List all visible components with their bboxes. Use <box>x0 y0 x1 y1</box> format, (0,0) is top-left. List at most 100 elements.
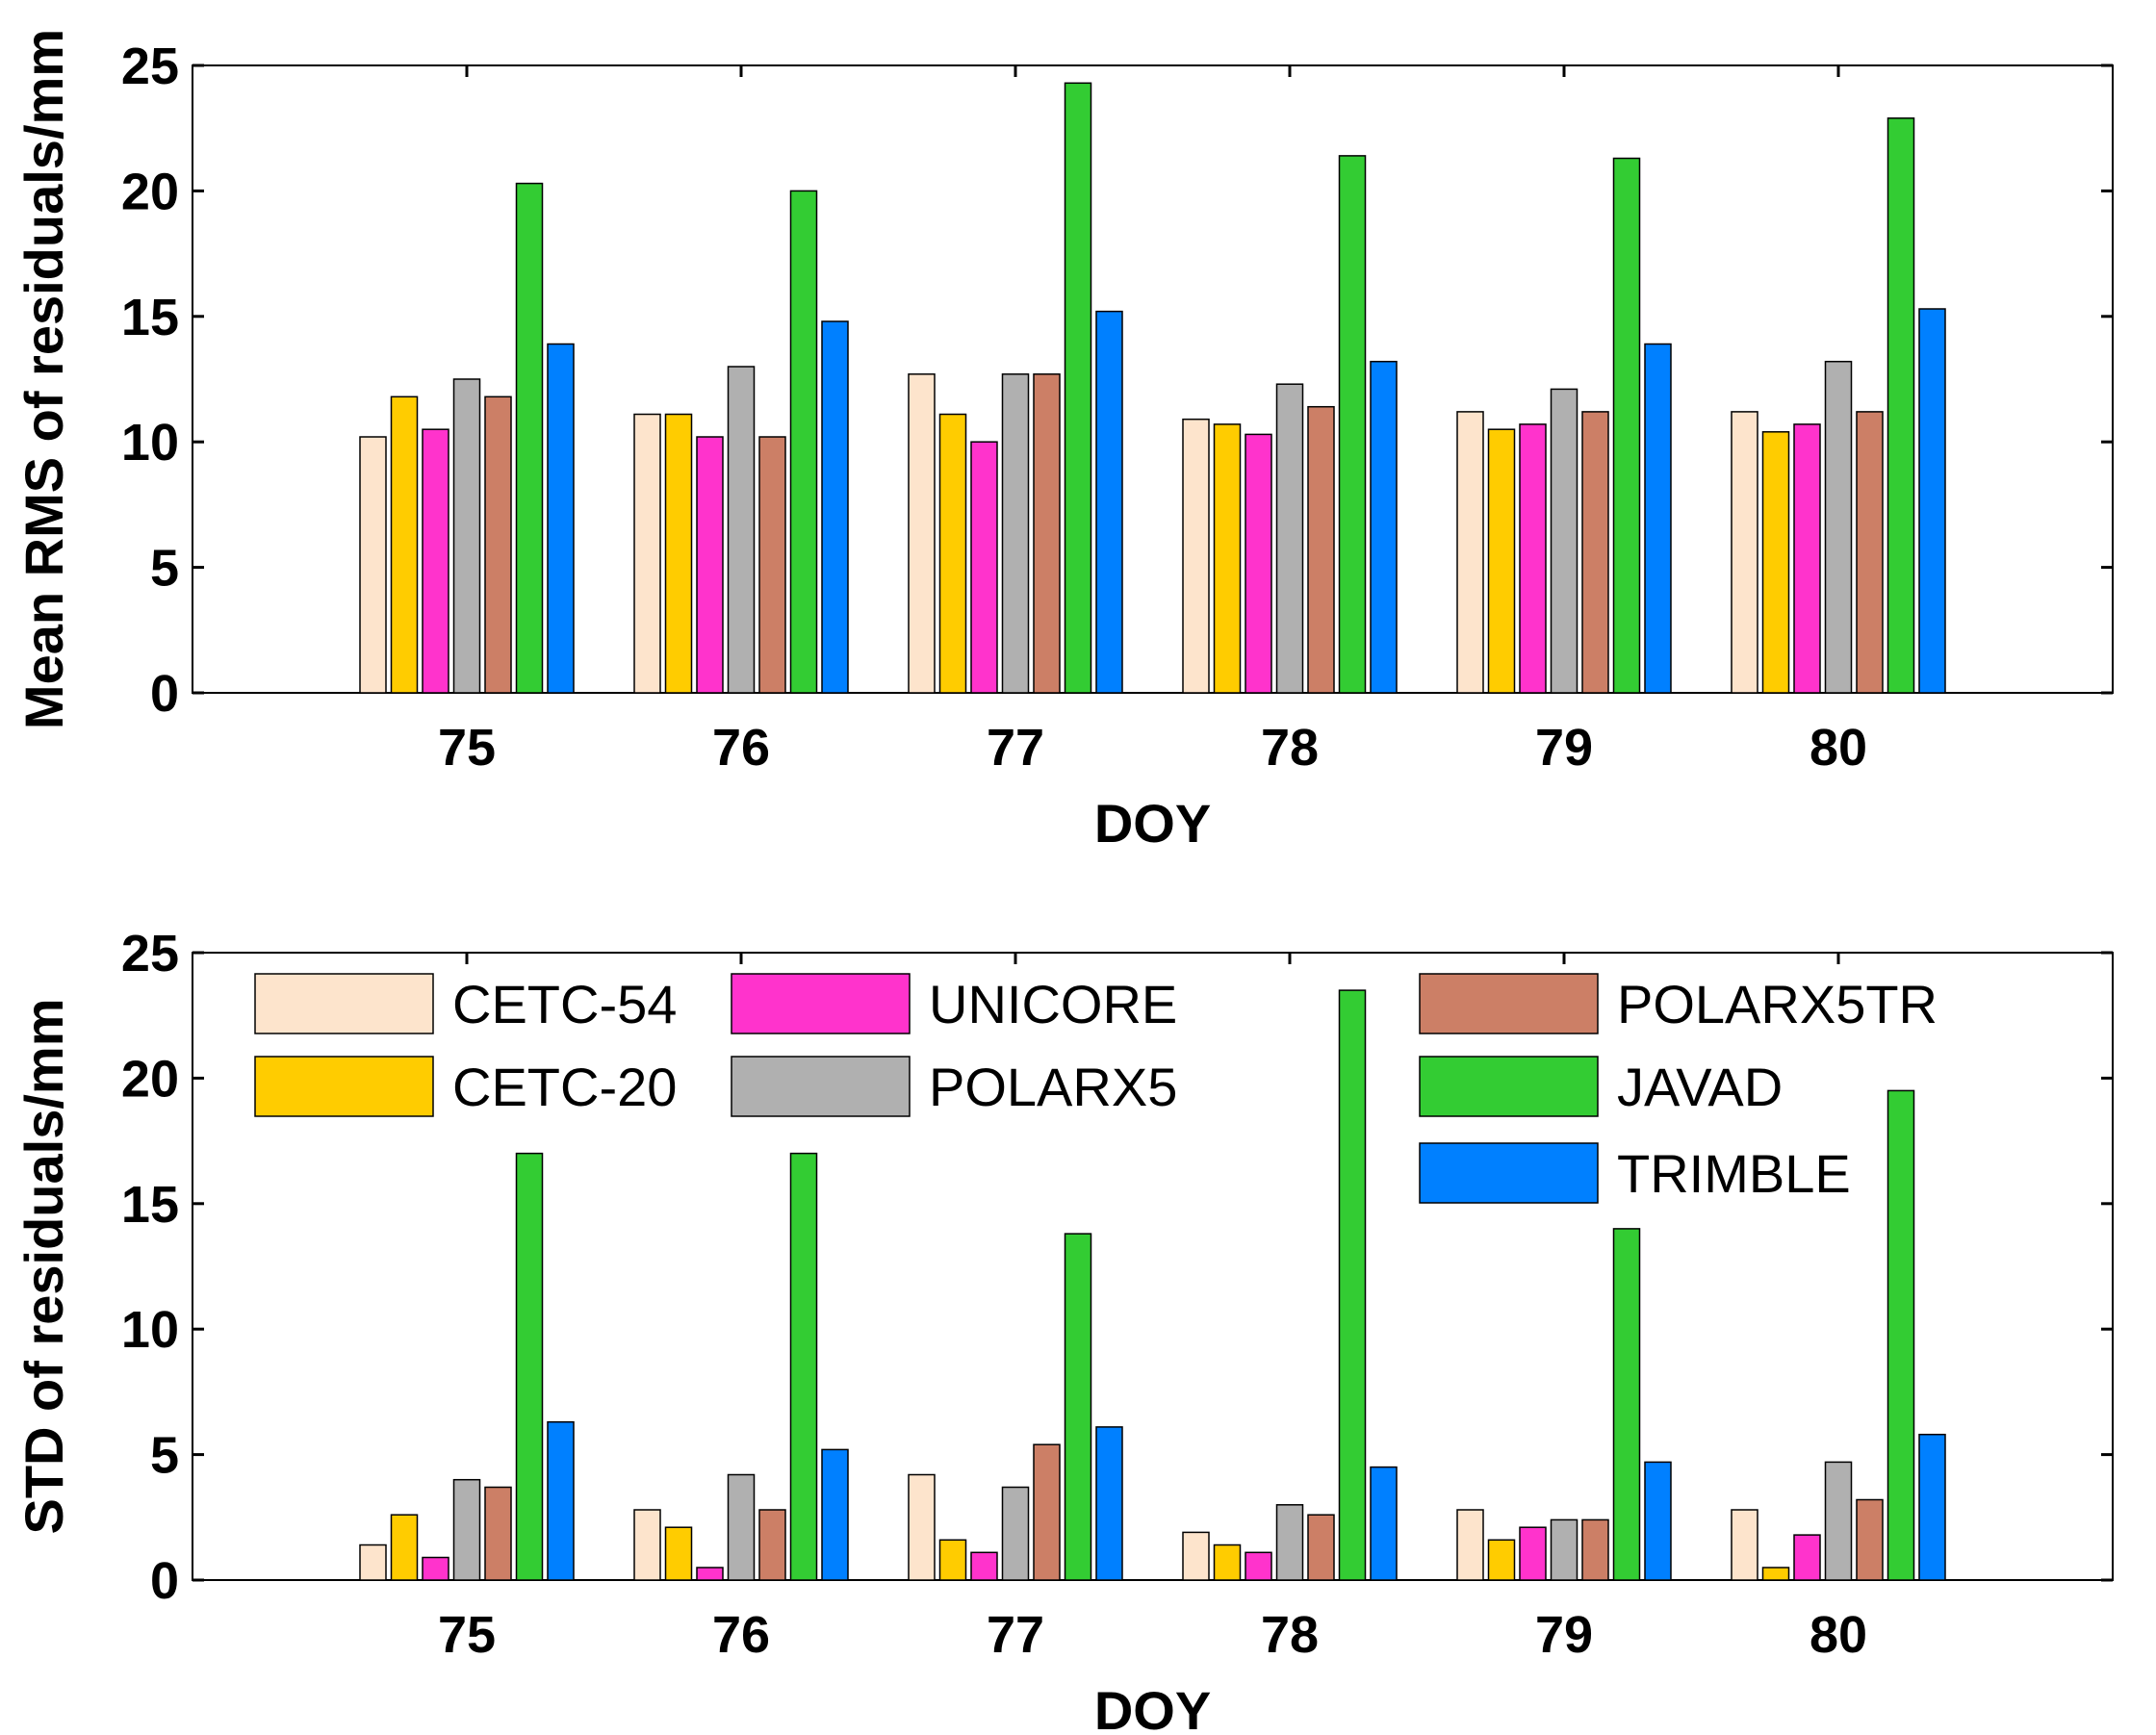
bar-polarx5tr-80 <box>1856 411 1884 694</box>
y-axis-title: STD of residuals/mm <box>13 998 74 1534</box>
plot-area-frame <box>192 952 2114 1581</box>
bar-unicore-78 <box>1245 1551 1272 1581</box>
bar-trimble-79 <box>1644 343 1672 694</box>
y-tick-label: 5 <box>150 1427 179 1485</box>
bar-javad-79 <box>1612 1228 1641 1581</box>
bar-polarx5-76 <box>727 1473 756 1581</box>
bar-cetc-20-75 <box>390 1514 419 1581</box>
y-tick-label: 0 <box>150 665 179 723</box>
x-tick-label: 79 <box>1535 1606 1593 1664</box>
bar-cetc-54-79 <box>1456 411 1484 694</box>
chart-panel-2: 0 5 10 15 20 25 75 76 77 78 79 80 DOY STD of residual… <box>13 925 2114 1735</box>
bar-trimble-77 <box>1095 310 1123 694</box>
bar-cetc-54-80 <box>1731 1509 1758 1581</box>
bar-unicore-76 <box>696 436 724 694</box>
chart-panel-1: 0 5 10 15 20 25 75 76 77 78 79 80 DOY Mean RMS of res… <box>13 29 2114 854</box>
bar-polarx5tr-76 <box>758 436 786 694</box>
legend-label-polarx5: POLARX5 <box>929 1057 1177 1117</box>
legend: CETC-54 CETC-20 UNICORE POLARX5 POLARX5TR JAV… <box>254 973 1938 1204</box>
bar-polarx5tr-80 <box>1856 1498 1884 1581</box>
bar-trimble-76 <box>821 320 849 694</box>
bar-javad-76 <box>789 190 818 694</box>
x-tick-label: 78 <box>1261 719 1319 777</box>
bar-trimble-75 <box>547 1420 575 1581</box>
bar-polarx5-80 <box>1824 1461 1853 1581</box>
bar-polarx5-75 <box>452 378 481 694</box>
bar-unicore-75 <box>422 428 449 694</box>
bar-cetc-20-80 <box>1761 431 1790 694</box>
bar-javad-75 <box>515 1152 544 1581</box>
bar-javad-77 <box>1064 82 1092 694</box>
bar-polarx5-79 <box>1550 388 1578 694</box>
x-tick-label: 78 <box>1261 1606 1319 1664</box>
bar-trimble-79 <box>1644 1461 1672 1581</box>
bar-cetc-20-76 <box>664 1526 693 1581</box>
bar-polarx5tr-78 <box>1307 405 1335 694</box>
bar-trimble-80 <box>1918 308 1946 694</box>
bar-polarx5tr-76 <box>758 1509 786 1581</box>
bar-polarx5-77 <box>1001 373 1030 694</box>
bar-trimble-76 <box>821 1448 849 1581</box>
bar-cetc-20-78 <box>1213 1544 1242 1581</box>
y-tick-label: 10 <box>121 414 179 472</box>
x-tick-label: 80 <box>1810 719 1867 777</box>
y-tick-label: 0 <box>150 1552 179 1610</box>
x-tick-label: 76 <box>712 719 770 777</box>
bar-unicore-77 <box>970 441 998 694</box>
bar-unicore-75 <box>422 1556 449 1581</box>
bar-polarx5tr-79 <box>1581 1518 1609 1581</box>
legend-swatch-cetc-20 <box>254 1056 434 1117</box>
legend-swatch-polarx5 <box>731 1056 911 1117</box>
bar-javad-75 <box>515 182 544 694</box>
legend-label-cetc-20: CETC-20 <box>452 1057 677 1117</box>
legend-swatch-trimble <box>1419 1142 1599 1204</box>
bar-polarx5tr-78 <box>1307 1514 1335 1581</box>
bar-trimble-77 <box>1095 1426 1123 1581</box>
bar-javad-78 <box>1338 155 1367 694</box>
bar-polarx5tr-75 <box>484 1486 512 1581</box>
bar-trimble-78 <box>1370 360 1398 694</box>
bar-unicore-79 <box>1519 423 1547 694</box>
bar-polarx5-78 <box>1275 383 1304 694</box>
bar-trimble-75 <box>547 343 575 694</box>
bar-polarx5tr-77 <box>1033 373 1061 694</box>
y-tick-label: 5 <box>150 540 179 598</box>
y-tick-label: 20 <box>121 1050 179 1108</box>
bar-unicore-77 <box>970 1551 998 1581</box>
bar-cetc-54-77 <box>908 373 936 694</box>
x-axis-title: DOY <box>1094 1680 1211 1735</box>
bar-cetc-20-77 <box>938 413 967 694</box>
bar-unicore-76 <box>696 1567 724 1581</box>
bar-cetc-20-79 <box>1487 428 1516 694</box>
bar-cetc-54-75 <box>359 436 387 694</box>
bar-cetc-54-77 <box>908 1473 936 1581</box>
legend-swatch-polarx5tr <box>1419 973 1599 1034</box>
bar-cetc-20-80 <box>1761 1567 1790 1581</box>
x-tick-label: 75 <box>438 719 496 777</box>
x-axis-title: DOY <box>1094 793 1211 854</box>
bar-trimble-80 <box>1918 1433 1946 1581</box>
bar-javad-77 <box>1064 1233 1092 1581</box>
legend-swatch-unicore <box>731 973 911 1034</box>
bar-cetc-20-77 <box>938 1539 967 1581</box>
y-tick-label: 25 <box>121 925 179 982</box>
x-tick-label: 75 <box>438 1606 496 1664</box>
bar-cetc-54-76 <box>633 1509 661 1581</box>
bar-cetc-20-79 <box>1487 1539 1516 1581</box>
plot-area-frame <box>192 64 2114 694</box>
bar-cetc-54-80 <box>1731 411 1758 694</box>
bar-cetc-20-75 <box>390 395 419 694</box>
y-axis-title: Mean RMS of residuals/mm <box>13 29 74 729</box>
x-tick-label: 80 <box>1810 1606 1867 1664</box>
bar-polarx5-76 <box>727 366 756 694</box>
x-tick-label: 77 <box>987 1606 1044 1664</box>
bar-cetc-20-78 <box>1213 423 1242 694</box>
y-tick-label: 20 <box>121 163 179 220</box>
y-tick-label: 15 <box>121 1176 179 1234</box>
bar-polarx5tr-77 <box>1033 1443 1061 1581</box>
bar-cetc-54-75 <box>359 1544 387 1581</box>
bar-polarx5tr-79 <box>1581 411 1609 694</box>
legend-label-javad: JAVAD <box>1617 1057 1783 1117</box>
bar-polarx5-78 <box>1275 1504 1304 1581</box>
